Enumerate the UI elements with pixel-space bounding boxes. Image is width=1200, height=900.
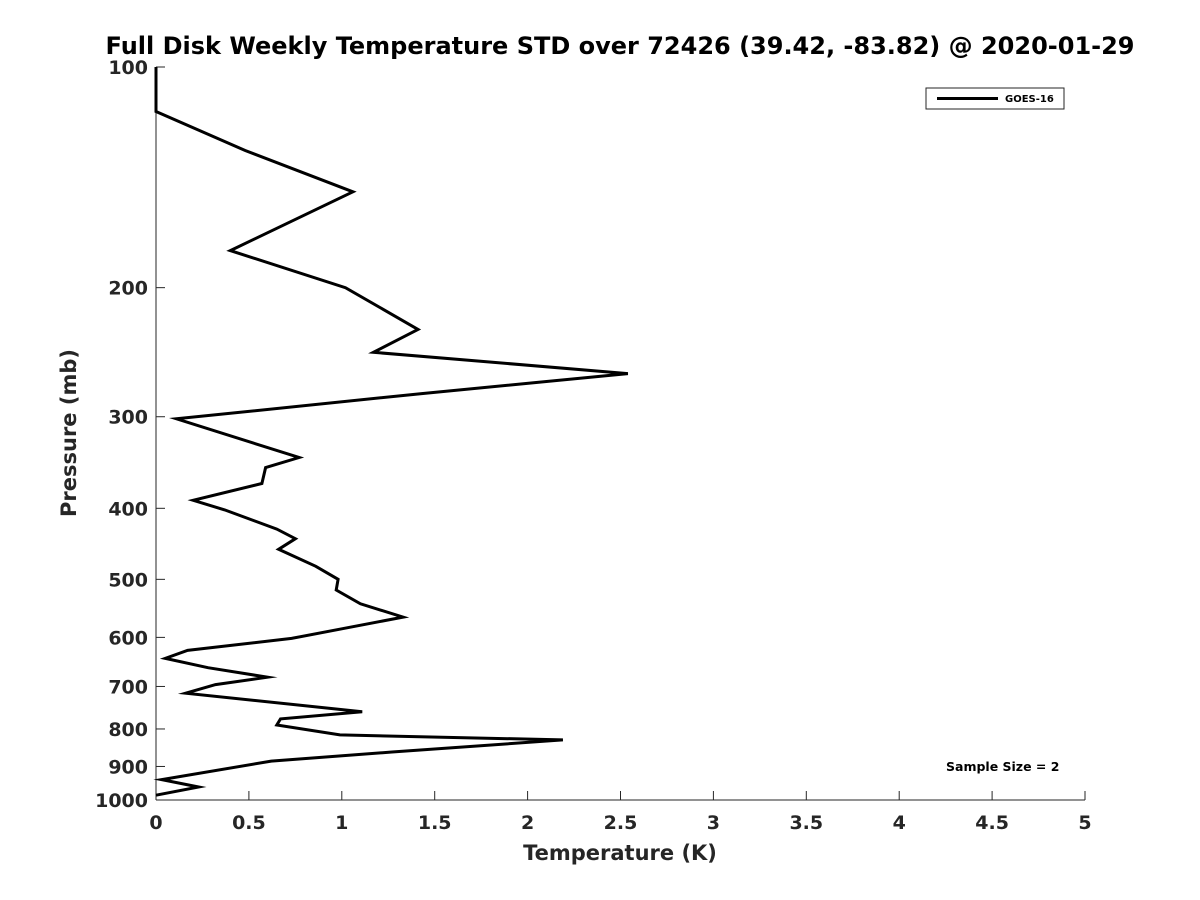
legend: GOES-16 <box>925 87 1065 110</box>
x-tick-label: 1.5 <box>418 812 452 834</box>
x-tick-label: 3.5 <box>789 812 823 834</box>
x-tick-label: 4 <box>893 812 906 834</box>
y-tick-label: 800 <box>108 719 148 741</box>
x-tick-label: 2 <box>521 812 534 834</box>
y-ticks: 100 200 300 400 500 600 700 800 900 1000 <box>95 57 165 812</box>
x-tick-label: 1 <box>335 812 348 834</box>
y-tick-label: 300 <box>108 407 148 429</box>
x-tick-label: 0.5 <box>232 812 266 834</box>
x-tick-label: 4.5 <box>975 812 1009 834</box>
y-tick-label: 500 <box>108 569 148 591</box>
chart-title: Full Disk Weekly Temperature STD over 72… <box>106 32 1135 60</box>
series-line-goes-16 <box>153 67 629 797</box>
y-tick-label: 100 <box>108 57 148 79</box>
y-tick-label: 600 <box>108 627 148 649</box>
x-tick-label: 0 <box>149 812 162 834</box>
series-layer <box>153 67 629 797</box>
plot-area: 0 0.5 1 1.5 2 2.5 3 3.5 4 4.5 5 100 200 300 400 500 600… <box>95 57 1092 834</box>
legend-label-goes-16: GOES-16 <box>1005 94 1054 105</box>
x-tick-label: 5 <box>1078 812 1091 834</box>
x-axis-label: Temperature (K) <box>523 841 717 865</box>
y-tick-label: 900 <box>108 756 148 778</box>
y-tick-label: 200 <box>108 278 148 300</box>
x-ticks: 0 0.5 1 1.5 2 2.5 3 3.5 4 4.5 5 <box>149 791 1092 834</box>
sample-size-annotation: Sample Size = 2 <box>946 759 1059 774</box>
y-tick-label: 1000 <box>95 790 148 812</box>
y-tick-label: 400 <box>108 498 148 520</box>
x-tick-label: 3 <box>707 812 720 834</box>
y-axis-label: Pressure (mb) <box>57 349 81 517</box>
y-tick-label: 700 <box>108 676 148 698</box>
x-tick-label: 2.5 <box>604 812 638 834</box>
